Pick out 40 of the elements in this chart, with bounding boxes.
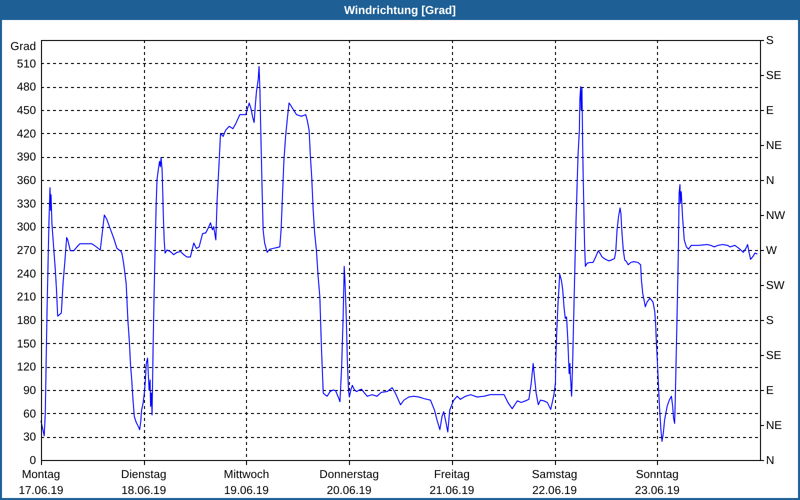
category-label: SW [766,280,785,292]
y-tick-label: 360 [16,175,36,188]
y-tick-label: 120 [16,362,36,374]
y-tick-label: 30 [23,432,36,444]
y-tick-label: 0 [30,455,36,468]
category-label: NW [766,210,786,222]
y-tick-label: 90 [23,385,36,398]
y-tick-label: 270 [16,245,36,258]
x-tick-label: Mittwoch 19.06.19 [224,469,270,498]
category-label: NE [766,420,782,432]
x-tick-label: Freitag 21.06.19 [429,469,474,498]
y-tick-label: 210 [16,292,36,304]
y-tick-label: 240 [16,268,36,280]
category-label: NE [766,140,782,152]
category-label: S [766,315,774,328]
x-tick-label: Montag 17.06.19 [18,469,64,498]
y-tick-label: 300 [16,222,36,234]
category-label: E [766,385,774,398]
y-tick-label: 450 [16,105,36,118]
y-tick-label: 330 [16,198,36,210]
y-axis-title: Grad [10,41,36,54]
x-tick-label: Donnerstag 20.06.19 [319,469,379,498]
y-tick-label: 420 [16,128,36,140]
y-tick-label: 180 [16,315,36,328]
category-label: SE [766,350,782,362]
y-tick-label: 60 [23,408,36,420]
y-tick-label: 150 [16,338,36,350]
category-label: N [766,175,774,188]
x-tick-label: Samstag 22.06.19 [532,469,578,498]
y-tick-label: 480 [16,82,36,94]
category-label: S [766,35,774,48]
category-label: E [766,105,774,118]
category-label: W [766,245,777,258]
y-tick-label: 390 [16,152,36,164]
chart-title: Windrichtung [Grad] [344,5,456,18]
category-label: N [766,455,774,468]
y-tick-label: 510 [16,58,36,70]
x-tick-label: Sonntag 23.06.19 [634,469,680,498]
x-tick-label: Dienstag 18.06.19 [121,469,166,498]
category-label: SE [766,70,782,82]
